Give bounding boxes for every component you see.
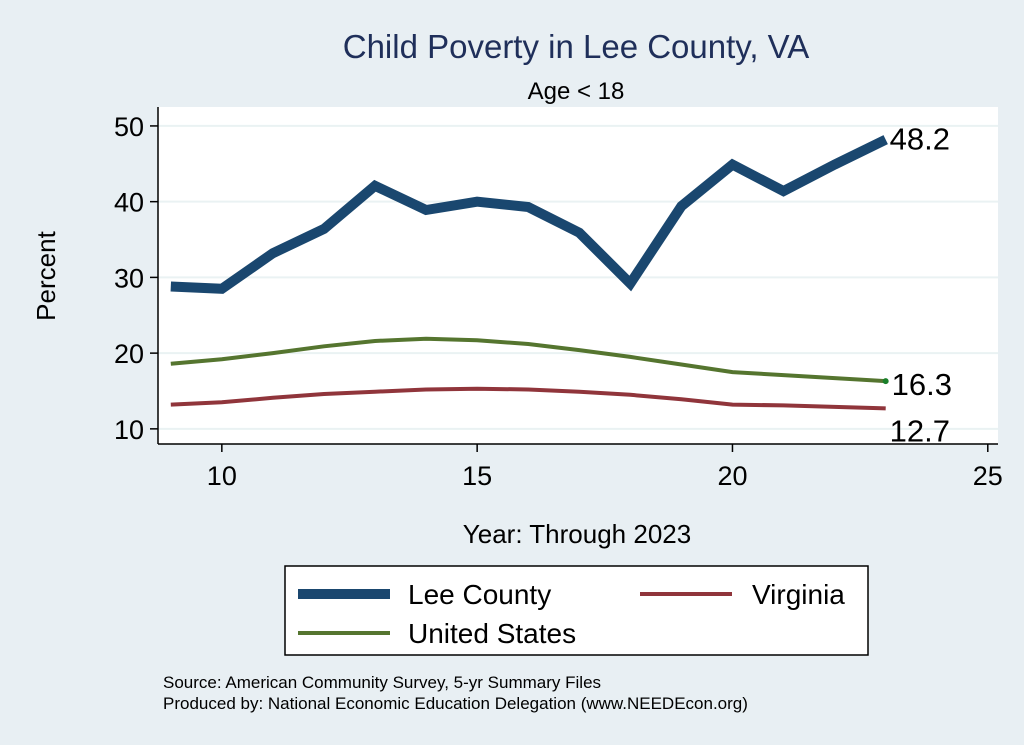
y-tick-label: 20 (114, 339, 144, 369)
series-line-united-states (170, 336, 886, 384)
end-label-virginia: 12.7 (890, 413, 950, 448)
x-tick-label: 10 (207, 461, 237, 491)
legend-label-united-states: United States (408, 618, 576, 649)
end-marker-united-states (882, 378, 889, 385)
y-tick-label: 10 (114, 415, 144, 445)
end-label-united-states: 16.3 (892, 367, 952, 402)
legend-label-lee-county: Lee County (408, 579, 551, 610)
plot-area (158, 107, 998, 444)
y-axis-title: Percent (31, 230, 61, 320)
y-tick-label: 40 (114, 188, 144, 218)
legend-box (284, 565, 869, 656)
series-line-lee-county (170, 135, 888, 294)
end-label-lee-county: 48.2 (890, 122, 950, 157)
x-tick-label: 15 (462, 461, 492, 491)
y-tick-label: 30 (114, 263, 144, 293)
x-axis-title: Year: Through 2023 (463, 519, 691, 549)
x-tick-label: 20 (717, 461, 747, 491)
x-tick-label: 25 (973, 461, 1003, 491)
legend-label-virginia: Virginia (752, 579, 845, 610)
produced-by-note: Produced by: National Economic Education… (163, 694, 748, 713)
legend: Lee County Virginia United States (284, 565, 869, 656)
chart-title: Child Poverty in Lee County, VA (343, 28, 810, 65)
source-note: Source: American Community Survey, 5-yr … (163, 673, 601, 692)
chart-subtitle: Age < 18 (528, 78, 625, 105)
series-line-virginia (170, 386, 886, 411)
y-tick-label: 50 (114, 112, 144, 142)
